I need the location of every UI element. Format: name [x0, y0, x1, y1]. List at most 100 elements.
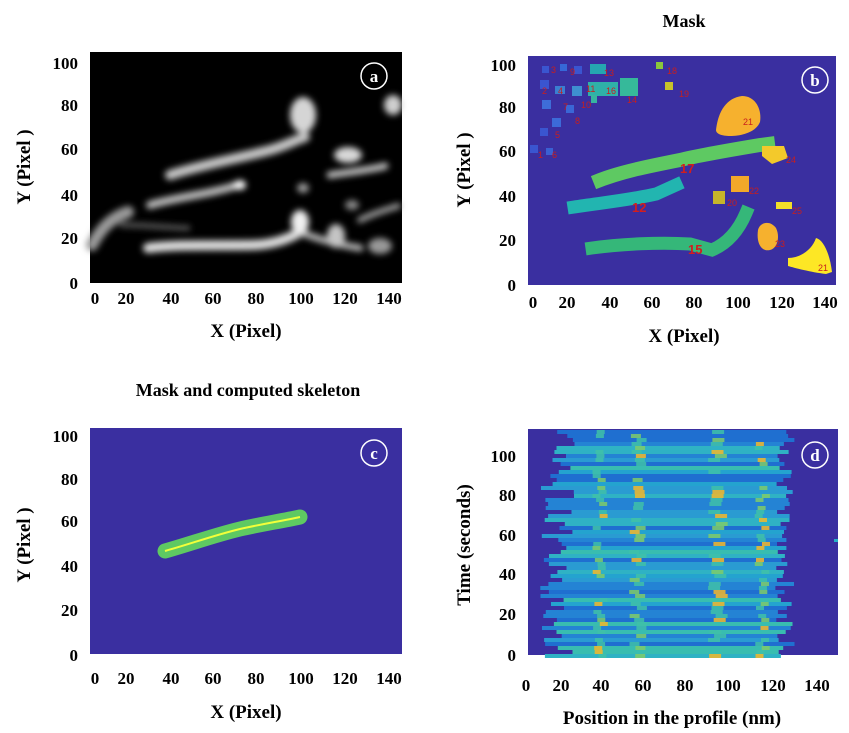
kymo-streak [711, 494, 724, 498]
kymo-streak [594, 558, 603, 562]
panel-b-xtick: 40 [602, 293, 619, 312]
kymo-streak [762, 542, 770, 546]
panel-d-xtick: 60 [635, 676, 652, 695]
kymo-row [557, 430, 787, 434]
kymo-streak [760, 602, 769, 606]
kymo-streak [597, 642, 606, 646]
region-label: 21 [818, 263, 828, 273]
kymo-streak [757, 506, 766, 510]
kymo-row [548, 582, 794, 586]
panel-c-xlabel: X (Pixel) [210, 702, 281, 723]
kymo-streak [761, 570, 770, 574]
kymo-streak [715, 514, 728, 518]
kymo-streak [635, 446, 646, 450]
panel-c-xtick: 60 [205, 669, 222, 688]
panel-d-xticks: 0 20 40 60 80 100 120 140 [522, 676, 830, 695]
kymo-streak [633, 486, 644, 490]
panel-c-skeleton [164, 516, 301, 552]
kymo-row [544, 638, 779, 642]
kymo-streak [759, 486, 768, 490]
panel-b-xtick: 60 [644, 293, 661, 312]
kymo-row [572, 530, 784, 534]
kymo-streak [756, 510, 765, 514]
panel-d: d 0 20 40 60 80 100 0 20 40 60 80 100 12… [454, 429, 838, 729]
kymo-streak [596, 574, 605, 578]
kymo-row [543, 614, 787, 618]
kymo-streak [635, 526, 646, 530]
kymo-streak [713, 542, 726, 546]
panel-b-region-12 [566, 176, 685, 215]
region-label: 3 [551, 65, 556, 75]
region-label: 14 [627, 95, 637, 105]
region-label: 7 [563, 102, 568, 112]
kymo-streak [629, 550, 640, 554]
panel-d-kymograph [540, 430, 795, 658]
kymo-streak [711, 606, 724, 610]
region-label: 19 [679, 89, 689, 99]
panel-b-small-regions [530, 62, 673, 155]
region-label: 24 [786, 155, 796, 165]
kymo-row [566, 566, 777, 570]
kymo-row [544, 654, 781, 658]
kymo-row [560, 550, 778, 554]
panel-d-yticks: 0 20 40 60 80 100 [491, 447, 517, 665]
kymo-streak [713, 618, 726, 622]
kymo-streak [708, 458, 721, 462]
region-label: 10 [581, 100, 591, 110]
panel-a-ytick: 80 [61, 96, 78, 115]
panel-a-xtick: 100 [288, 289, 314, 308]
region-label: 6 [552, 150, 557, 160]
region-label: 16 [606, 86, 616, 96]
panel-b-region-20 [713, 191, 725, 204]
panel-b-title: Mask [662, 11, 705, 31]
kymo-streak [594, 646, 603, 650]
kymo-streak [633, 506, 644, 510]
panel-d-letter-circle [801, 441, 829, 469]
kymo-streak [633, 502, 644, 506]
kymo-streak [760, 626, 769, 630]
kymo-row [542, 626, 791, 630]
kymo-streak [629, 642, 640, 646]
kymo-streak [631, 518, 642, 522]
kymo-row [548, 502, 790, 506]
kymo-streak [632, 478, 643, 482]
kymo-streak [592, 546, 601, 550]
kymo-row [557, 646, 784, 650]
kymo-streak [592, 526, 601, 530]
kymo-streak [708, 510, 721, 514]
kymo-streak [597, 614, 606, 618]
kymo-streak [708, 582, 721, 586]
kymo-row [572, 650, 779, 654]
region-label: 17 [680, 161, 694, 176]
kymo-streak [631, 450, 642, 454]
kymo-streak [711, 562, 724, 566]
panel-a-filaments [86, 95, 402, 254]
panel-a-xtick: 80 [248, 289, 265, 308]
kymo-streak [636, 622, 647, 626]
panel-d-ytick: 60 [499, 526, 516, 545]
panel-c-ylabel: Y (Pixel ) [14, 507, 35, 582]
kymo-streak [635, 454, 646, 458]
panel-c-ytick: 100 [53, 427, 79, 446]
panel-c-ytick: 40 [61, 557, 78, 576]
kymo-streak [714, 634, 727, 638]
panel-a-letter: a [370, 67, 379, 86]
panel-b-ytick: 20 [499, 231, 516, 250]
panel-d-xtick: 0 [522, 676, 531, 695]
kymo-streak [599, 598, 608, 602]
panel-b-ytick: 80 [499, 98, 516, 117]
region-label: 2 [542, 86, 547, 96]
kymo-streak [711, 570, 724, 574]
panel-d-xlabel: Position in the profile (nm) [563, 708, 781, 729]
panel-a-xtick: 20 [118, 289, 135, 308]
kymo-streak [596, 430, 605, 434]
panel-d-xtick: 120 [760, 676, 786, 695]
kymo-row [559, 526, 787, 530]
panel-a-ytick: 0 [70, 274, 79, 293]
region-label: 8 [575, 116, 580, 126]
panel-d-xtick: 40 [593, 676, 610, 695]
kymo-row [544, 518, 790, 522]
kymo-streak [756, 650, 765, 654]
kymo-streak [759, 578, 767, 582]
kymo-streak [714, 454, 727, 458]
